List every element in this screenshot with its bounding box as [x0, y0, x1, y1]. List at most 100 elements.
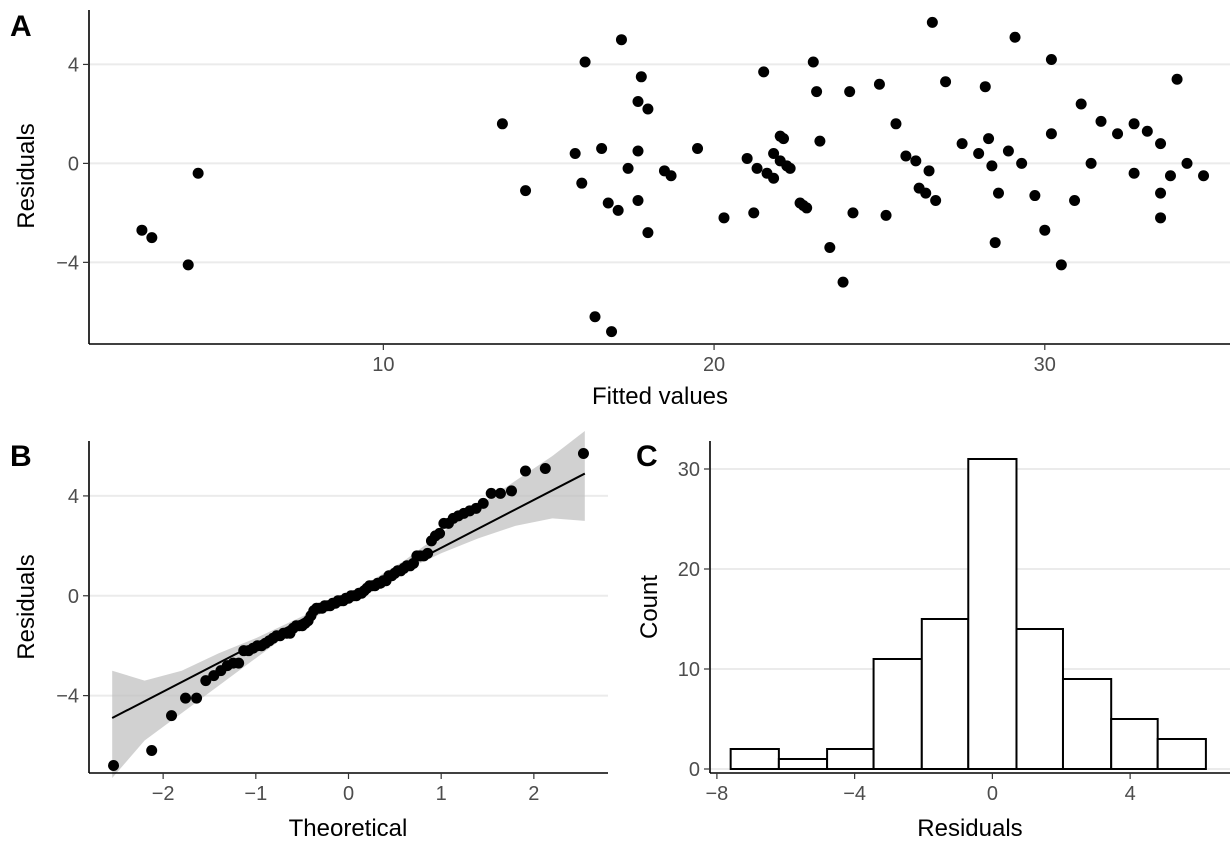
scatter-point: [1112, 128, 1124, 140]
scatter-point: [1198, 170, 1210, 182]
panel-a-grid: [89, 63, 1230, 264]
histogram-bar: [967, 458, 1018, 770]
scatter-point: [973, 147, 985, 159]
scatter-point: [602, 197, 614, 209]
scatter-point: [923, 165, 935, 177]
x-tick-label: 10: [372, 354, 394, 376]
x-tick-label: −8: [705, 783, 728, 805]
scatter-point: [837, 276, 849, 288]
scatter-point: [612, 204, 624, 216]
scatter-point: [940, 76, 952, 88]
x-tick-label: 0: [343, 783, 354, 805]
scatter-point: [182, 259, 194, 271]
scatter-point: [1181, 157, 1193, 169]
y-tick-label: −4: [56, 252, 79, 274]
scatter-point: [1085, 157, 1097, 169]
scatter-point: [748, 207, 760, 219]
y-tick-label: 4: [68, 54, 79, 76]
histogram-bar: [1015, 628, 1064, 770]
panel-a: −4 0 4 10 20 30 A Fitted values Residuals: [10, 10, 1230, 410]
scatter-point: [1095, 115, 1107, 127]
scatter-point: [807, 56, 819, 68]
scatter-point: [801, 202, 813, 214]
y-tick-label: 20: [678, 559, 700, 581]
y-tick-label: 0: [689, 759, 700, 781]
scatter-point: [930, 195, 942, 207]
panel-c-x-axis-title: Residuals: [917, 815, 1022, 842]
panel-c-tag: C: [636, 440, 658, 473]
scatter-point: [778, 133, 790, 145]
panel-c: 0 10 20 30 −8 −4 0 4 C Residuals Count: [636, 440, 1230, 842]
scatter-point: [986, 160, 998, 172]
scatter-point: [1029, 190, 1041, 202]
x-tick-label: −4: [843, 783, 866, 805]
scatter-point: [1155, 212, 1167, 224]
x-tick-label: 0: [987, 783, 998, 805]
scatter-point: [1128, 167, 1140, 179]
panel-a-x-axis-title: Fitted values: [592, 383, 728, 410]
scatter-point: [576, 177, 588, 189]
scatter-point: [873, 78, 885, 90]
qq-point: [434, 527, 446, 539]
x-tick-label: 1: [436, 783, 447, 805]
x-tick-label: 2: [528, 783, 539, 805]
scatter-point: [1075, 98, 1087, 110]
qq-point: [519, 465, 531, 477]
panel-b-points: [108, 447, 589, 772]
histogram-bar: [1061, 678, 1113, 770]
scatter-point: [692, 143, 704, 155]
x-tick-label: 4: [1125, 783, 1136, 805]
qq-point: [577, 447, 589, 459]
qq-point: [180, 692, 192, 704]
scatter-point: [1039, 224, 1051, 236]
scatter-point: [1045, 53, 1057, 65]
scatter-point: [596, 143, 608, 155]
panel-a-y-axis-title: Residuals: [13, 123, 40, 228]
scatter-point: [589, 311, 601, 323]
scatter-point: [632, 145, 644, 157]
scatter-point: [606, 326, 618, 338]
qq-point: [191, 692, 203, 704]
scatter-point: [1171, 73, 1183, 85]
scatter-point: [622, 162, 634, 174]
x-tick-label: −2: [152, 783, 175, 805]
qq-point: [494, 487, 506, 499]
scatter-point: [751, 162, 763, 174]
scatter-point: [768, 172, 780, 184]
scatter-point: [784, 162, 796, 174]
scatter-point: [1155, 138, 1167, 150]
scatter-point: [989, 237, 1001, 249]
scatter-point: [192, 167, 204, 179]
scatter-point: [642, 227, 654, 239]
scatter-point: [1128, 118, 1140, 130]
y-tick-label: 10: [678, 659, 700, 681]
scatter-point: [768, 147, 780, 159]
scatter-point: [718, 212, 730, 224]
qq-point: [233, 657, 245, 669]
scatter-point: [824, 242, 836, 254]
scatter-point: [642, 103, 654, 115]
panel-b-confidence-band: [112, 431, 585, 778]
panel-a-points: [136, 16, 1210, 338]
scatter-point: [1045, 128, 1057, 140]
scatter-point: [615, 34, 627, 46]
panel-b-ticks: −4 0 4 −2 −1 0 1 2: [56, 486, 539, 805]
qq-point: [505, 485, 517, 497]
scatter-point: [1016, 157, 1028, 169]
scatter-point: [1009, 31, 1021, 43]
panel-b-y-axis-title: Residuals: [13, 554, 40, 659]
scatter-point: [758, 66, 770, 78]
histogram-bar: [872, 658, 923, 770]
qq-point: [539, 462, 551, 474]
y-tick-label: 30: [678, 459, 700, 481]
scatter-point: [520, 185, 532, 197]
scatter-point: [579, 56, 591, 68]
qq-point: [146, 745, 158, 757]
x-tick-label: 30: [1034, 354, 1056, 376]
scatter-point: [136, 224, 148, 236]
histogram-bar: [729, 748, 780, 770]
panel-c-bars: [729, 458, 1207, 770]
scatter-point: [992, 187, 1004, 199]
scatter-point: [1055, 259, 1067, 271]
